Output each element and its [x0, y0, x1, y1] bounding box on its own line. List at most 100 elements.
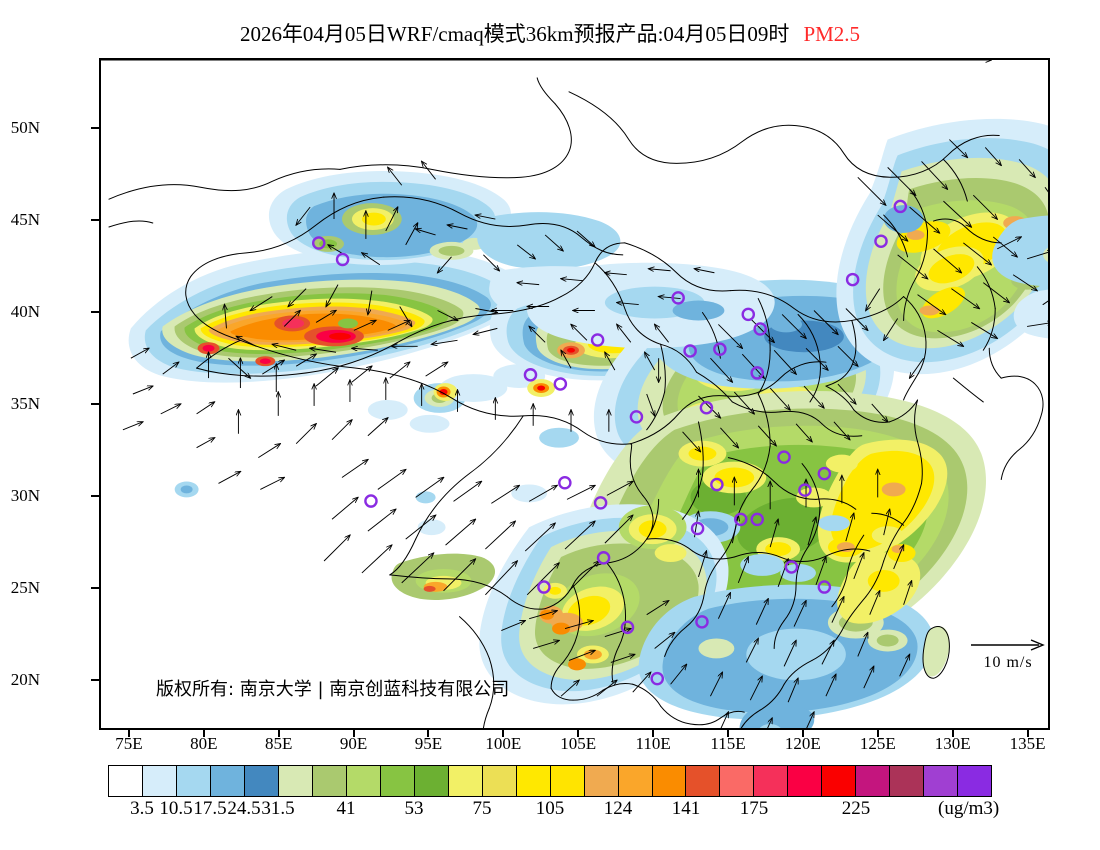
- colorbar-cell-21[interactable]: [822, 766, 857, 796]
- wind-scale-label: 10 m/s: [983, 654, 1033, 671]
- colorbar-cell-12[interactable]: [516, 766, 551, 796]
- x-tick-mark: [577, 730, 580, 737]
- x-tick-label-90e: 90E: [339, 734, 368, 753]
- wind-scale-arrow-icon: [969, 638, 1047, 652]
- colorbar-cell-2[interactable]: [176, 766, 211, 796]
- city-marker[interactable]: [699, 400, 714, 415]
- city-marker[interactable]: [845, 272, 860, 287]
- city-marker[interactable]: [734, 512, 748, 527]
- city-marker[interactable]: [753, 322, 767, 336]
- x-tick-mark: [277, 730, 280, 737]
- boundary-layer: [108, 77, 1048, 728]
- colorbar-cell-16[interactable]: [652, 766, 687, 796]
- y-tick-label-20n: 20N: [10, 670, 40, 690]
- city-marker[interactable]: [874, 234, 888, 248]
- city-marker[interactable]: [690, 521, 705, 536]
- colorbar-label-141: 141: [671, 798, 701, 819]
- city-marker[interactable]: [784, 560, 799, 574]
- colorbar[interactable]: [108, 765, 992, 797]
- y-tick-label-25n: 25N: [10, 578, 40, 598]
- colorbar-cell-25[interactable]: [958, 766, 992, 796]
- city-marker[interactable]: [683, 344, 697, 358]
- x-tick-mark: [652, 730, 655, 737]
- colorbar-cell-17[interactable]: [686, 766, 721, 796]
- city-marker[interactable]: [741, 307, 756, 322]
- x-tick-label-115e: 115E: [710, 734, 746, 753]
- city-marker-layer: [312, 199, 908, 686]
- colorbar-cell-23[interactable]: [890, 766, 925, 796]
- colorbar-cell-18[interactable]: [720, 766, 755, 796]
- x-tick-mark: [801, 730, 804, 737]
- colorbar-cell-5[interactable]: [278, 766, 313, 796]
- colorbar-cell-24[interactable]: [924, 766, 959, 796]
- colorbar-cell-10[interactable]: [448, 766, 483, 796]
- x-tick-mark: [127, 730, 130, 737]
- colorbar-label-3.5: 3.5: [130, 798, 154, 819]
- city-marker[interactable]: [629, 410, 644, 424]
- city-marker[interactable]: [312, 236, 326, 250]
- y-tick-mark: [91, 679, 99, 682]
- colorbar-cell-22[interactable]: [856, 766, 891, 796]
- contour-fill-layer: [128, 118, 1048, 728]
- page-title: 2026年04月05日WRF/cmaq模式36km预报产品:04月05日09时 P…: [0, 18, 1100, 48]
- city-marker[interactable]: [671, 291, 685, 305]
- wind-scale-key: 10 m/s: [963, 638, 1048, 672]
- colorbar-label-124: 124: [603, 798, 633, 819]
- wind-vector-layer: [101, 60, 1048, 728]
- colorbar-cell-8[interactable]: [380, 766, 415, 796]
- city-marker[interactable]: [893, 199, 908, 214]
- x-tick-label-95e: 95E: [414, 734, 443, 753]
- city-marker[interactable]: [817, 466, 832, 481]
- colorbar-cell-19[interactable]: [754, 766, 789, 796]
- colorbar-label-105: 105: [535, 798, 565, 819]
- city-marker[interactable]: [523, 368, 538, 382]
- city-marker[interactable]: [750, 366, 764, 380]
- x-tick-label-80e: 80E: [190, 734, 218, 753]
- colorbar-cell-6[interactable]: [312, 766, 347, 796]
- city-marker[interactable]: [335, 252, 350, 267]
- city-marker[interactable]: [695, 615, 709, 629]
- city-marker[interactable]: [364, 494, 378, 508]
- x-tick-label-110e: 110E: [635, 734, 671, 753]
- x-tick-label-105e: 105E: [560, 734, 597, 753]
- x-tick-label-120e: 120E: [784, 734, 821, 753]
- title-variable-text: PM2.5: [803, 22, 861, 46]
- colorbar-cell-4[interactable]: [244, 766, 279, 796]
- colorbar-unit-label: (ug/m3): [938, 798, 1000, 819]
- city-marker[interactable]: [553, 377, 568, 391]
- pm25-forecast-map: [101, 60, 1048, 728]
- colorbar-cell-9[interactable]: [414, 766, 449, 796]
- colorbar-cell-3[interactable]: [210, 766, 245, 796]
- y-tick-label-50n: 50N: [10, 117, 40, 137]
- city-marker[interactable]: [620, 620, 635, 635]
- x-tick-mark: [352, 730, 355, 737]
- colorbar-cell-1[interactable]: [142, 766, 177, 796]
- city-marker[interactable]: [593, 496, 608, 510]
- colorbar-cell-14[interactable]: [584, 766, 619, 796]
- colorbar-cell-15[interactable]: [618, 766, 653, 796]
- colorbar-label-24.5: 24.5: [227, 798, 261, 819]
- city-marker[interactable]: [596, 551, 611, 565]
- x-tick-label-75e: 75E: [115, 734, 143, 753]
- colorbar-tick-labels: 3.5 10.5 17.5 24.5 31.5 41 53 75 105 124 141 175 225: [108, 798, 992, 826]
- y-tick-label-40n: 40N: [10, 302, 40, 322]
- city-marker[interactable]: [650, 671, 665, 686]
- city-marker[interactable]: [798, 483, 812, 497]
- colorbar-label-17.5: 17.5: [193, 798, 227, 819]
- city-marker[interactable]: [713, 342, 727, 356]
- x-tick-mark: [502, 730, 505, 737]
- city-marker[interactable]: [537, 580, 551, 594]
- colorbar-cell-7[interactable]: [346, 766, 381, 796]
- city-marker[interactable]: [558, 476, 572, 490]
- colorbar-cell-0[interactable]: [109, 766, 143, 796]
- city-marker[interactable]: [777, 450, 791, 464]
- city-marker[interactable]: [750, 512, 764, 527]
- colorbar-cell-20[interactable]: [788, 766, 823, 796]
- colorbar-cell-13[interactable]: [550, 766, 585, 796]
- city-marker[interactable]: [710, 477, 724, 492]
- colorbar-cell-11[interactable]: [482, 766, 517, 796]
- colorbar-label-225: 225: [841, 798, 871, 819]
- title-main-text: 2026年04月05日WRF/cmaq模式36km预报产品:04月05日09时: [239, 22, 790, 46]
- city-marker[interactable]: [590, 333, 605, 347]
- city-marker[interactable]: [817, 580, 832, 594]
